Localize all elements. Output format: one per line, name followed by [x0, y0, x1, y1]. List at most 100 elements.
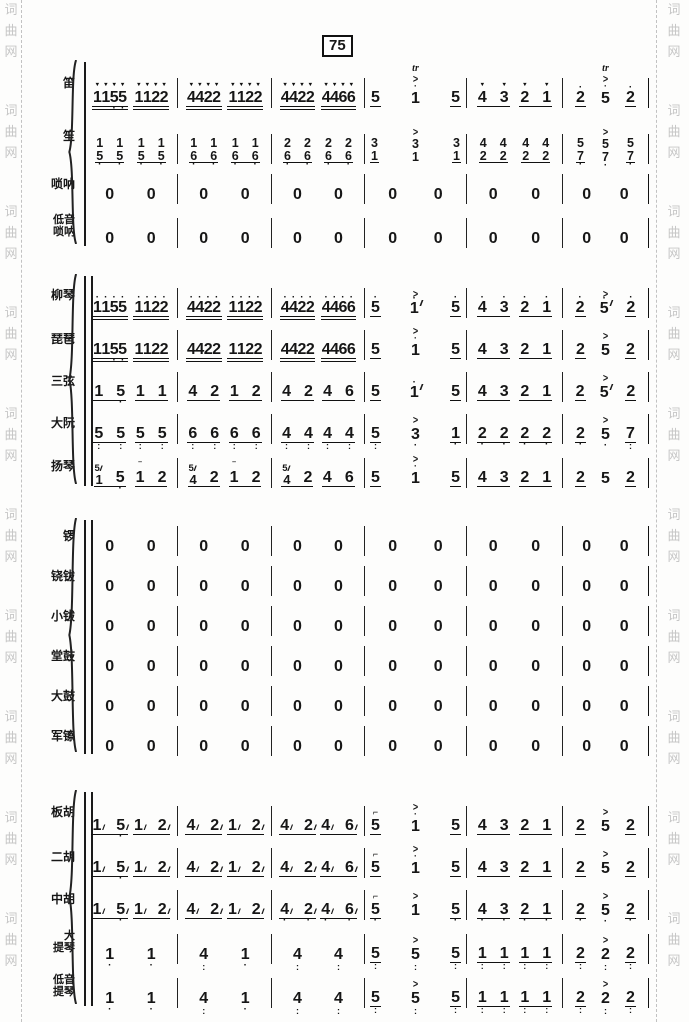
note-digits: 4: [323, 426, 332, 451]
note-token: 5 [371, 384, 380, 400]
note-digits: 5 · [116, 818, 125, 842]
beam-group: 5 · [450, 293, 461, 317]
digit-cell: 4 ▼ [321, 82, 331, 106]
octave-dot-above: · [578, 292, 582, 303]
note-digits: 0 [241, 579, 250, 595]
measure-2: 4:1 · [177, 934, 271, 972]
digit-cell: 5: [116, 425, 126, 451]
beam-group: 2 · [625, 83, 636, 107]
note-token: 0 [388, 699, 397, 715]
chord: 2 6 · [345, 137, 352, 170]
digit-cell: 5: [411, 946, 420, 972]
note-token: 4 · [478, 902, 487, 926]
digit-cell: 0 [433, 658, 443, 675]
measure-4: 5 1 > · 5 [364, 453, 466, 488]
digit-cell: 6 · [346, 292, 356, 316]
digit-cell: 1: [542, 989, 552, 1015]
note-digits: 0 [105, 739, 114, 755]
beam-group: 0 [619, 231, 630, 247]
double-dot-below: : [545, 961, 549, 971]
watermark-text: 词曲网 [667, 609, 681, 666]
main-note: 4 [189, 472, 197, 487]
measure-6: 2 · 5 · >7: [562, 414, 649, 451]
measure-6: 2 · 5 · >2 · [562, 890, 649, 927]
note-token: 0 [147, 619, 156, 635]
note-token: 3 [500, 860, 509, 876]
note-digits: 4 [321, 860, 330, 876]
instrument-label-di: 笛 [62, 76, 75, 90]
note-token: 1 > · [411, 801, 420, 835]
score-row-bass-suona: 低音 唢呐 0 0 0 0 0 0 0 0 0 0 0 0 [30, 204, 658, 248]
digit-cell: 1 [453, 149, 460, 163]
double-dot-below: : [523, 1005, 527, 1015]
note-digits: 0 [434, 619, 443, 635]
digit-cell: 3 · [499, 901, 509, 926]
digit-cell: 4 ▼ [195, 82, 204, 106]
octave-dot-above: · [545, 292, 549, 303]
note-token: 2 [251, 469, 261, 486]
digit-cell: 6 ▼ [338, 82, 348, 106]
digit-cell: 0 [146, 186, 156, 203]
bow-slash-icon: // [167, 825, 170, 832]
note-token: 0 [582, 659, 591, 675]
bow-slash-icon: // [143, 825, 146, 832]
note-token: 1 1 5 · 5 · [93, 342, 127, 366]
beam-group: 0 [146, 187, 157, 203]
note-digits: 0 [334, 619, 343, 635]
note-digits: 5 [451, 860, 460, 876]
note-marks: > [413, 414, 418, 426]
note-digits: 4 [188, 384, 197, 400]
beam-group: 0 [530, 699, 541, 715]
digit-cell: 4 · [321, 292, 331, 316]
beam-group: 1 5 · [93, 384, 127, 408]
digit-cell: 2 ▼ [253, 82, 263, 106]
beam-group: 4:4: [322, 426, 355, 451]
note-token: 0 [434, 699, 443, 715]
digit-cell: 2 [251, 469, 261, 486]
digit-cell: 2: [626, 945, 635, 971]
digit-cell: 0 [488, 578, 498, 595]
score-row-tanggu: 堂鼓 0 0 0 0 0 0 0 0 0 0 0 0 [30, 636, 658, 676]
digit-cell: 0 [433, 230, 443, 247]
digit-cell: 1 [411, 90, 420, 107]
octave-dot-above: · [412, 293, 416, 304]
beam-group: 0 [292, 619, 303, 635]
beam-group: 0 [387, 659, 398, 675]
note-digits: 5 [601, 91, 610, 107]
accent-mark: > [412, 325, 419, 337]
note-digits: 4 ▼ [478, 82, 487, 105]
beam-group: 1 · [104, 947, 115, 971]
digit-cell: 4 ▼ [186, 82, 196, 106]
beam-group: 1 · [240, 991, 251, 1015]
chord: 2 6 · [304, 137, 311, 170]
note-digits: 1 · [241, 991, 250, 1015]
note-digits: 1 [134, 818, 143, 834]
note-digits: 2 [158, 818, 167, 834]
note-token: 0 [582, 186, 592, 203]
note-token: 0 [433, 658, 443, 675]
note-digits: 3 [500, 384, 509, 400]
note-digits: 0 [334, 739, 343, 755]
digit-cell: 2 [209, 469, 219, 486]
beam-group: 0 [581, 231, 592, 247]
beam-group: 0 [387, 699, 398, 715]
group-brace-icon [68, 518, 77, 752]
note-token: 2 · [500, 426, 509, 450]
score-row-suona: 唢呐 0 0 0 0 0 0 0 0 0 0 0 0 [30, 164, 658, 204]
note-digits: 6 [345, 818, 354, 834]
digit-cell: 4 [323, 383, 332, 400]
digit-cell: 0 [582, 186, 592, 203]
note-token: 5: > [411, 934, 420, 972]
digit-cell: 1 [411, 470, 420, 487]
note-token: 5 [371, 470, 380, 486]
note-digits: 5 [451, 384, 460, 400]
accent-mark: > [602, 126, 609, 138]
measure-1: 1 ▼ 1 ▼ 5 ▼ · 5 ▼ · 1 ▼ 1 ▼ 2 ▼ 2 ▼ [84, 78, 177, 114]
score-row-pipa: 琵琶 1 1 5 · 5 · 1 1 2 2 4 4 2 2 1 1 2 2 4 4 2 2 4 4 6 6 5 1 > · 5 4 3 2 1 2 5 >… [30, 318, 658, 366]
digit-cell: 2 [151, 341, 160, 358]
beam-group: 0 [530, 231, 541, 247]
